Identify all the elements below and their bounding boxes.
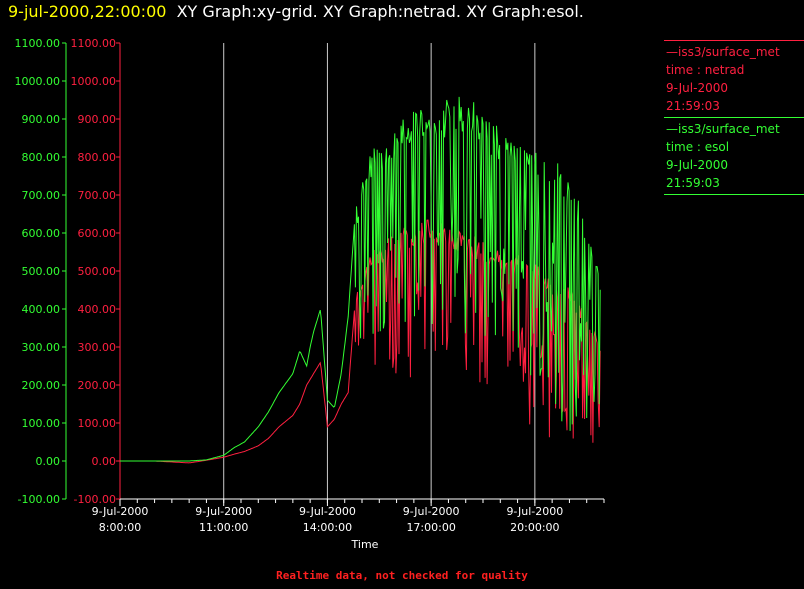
legend-variable: time : esol bbox=[666, 140, 730, 154]
x-tick-label-time: 11:00:00 bbox=[199, 521, 248, 534]
y-tick-label-netrad: 700.00 bbox=[78, 189, 117, 202]
y-tick-label-esol: -100.00 bbox=[18, 493, 60, 506]
chart-header: 9-jul-2000,22:00:00 XY Graph:xy-grid. XY… bbox=[8, 2, 584, 21]
legend-entry-esol: —iss3/surface_met time : esol 9-Jul-2000… bbox=[664, 117, 804, 195]
y-tick-label-esol: 600.00 bbox=[22, 227, 61, 240]
x-tick-label-time: 17:00:00 bbox=[406, 521, 455, 534]
y-tick-label-netrad: 300.00 bbox=[78, 341, 117, 354]
y-tick-label-esol: 100.00 bbox=[22, 417, 61, 430]
y-tick-label-netrad: 0.00 bbox=[92, 455, 117, 468]
legend-variable: time : netrad bbox=[666, 63, 745, 77]
timestamp-label: 9-jul-2000,22:00:00 bbox=[8, 2, 167, 21]
legend-time: 21:59:03 bbox=[666, 176, 720, 190]
series-line-esol bbox=[120, 96, 601, 462]
y-tick-label-esol: 1100.00 bbox=[15, 37, 61, 50]
y-tick-label-netrad: 100.00 bbox=[78, 417, 117, 430]
graph-titles: XY Graph:xy-grid. XY Graph:netrad. XY Gr… bbox=[176, 2, 584, 21]
x-axis-label: Time bbox=[351, 538, 379, 551]
y-tick-label-netrad: 1000.00 bbox=[71, 75, 117, 88]
y-tick-label-esol: 900.00 bbox=[22, 113, 61, 126]
y-tick-label-esol: 400.00 bbox=[22, 303, 61, 316]
quality-notice: Realtime data, not checked for quality bbox=[276, 569, 528, 582]
y-tick-label-esol: 1000.00 bbox=[15, 75, 61, 88]
x-tick-label-time: 20:00:00 bbox=[510, 521, 559, 534]
y-tick-label-netrad: 600.00 bbox=[78, 227, 117, 240]
x-tick-label-date: 9-Jul-2000 bbox=[403, 505, 460, 518]
x-tick-label-time: 14:00:00 bbox=[303, 521, 352, 534]
y-tick-label-netrad: -100.00 bbox=[74, 493, 116, 506]
y-tick-label-esol: 500.00 bbox=[22, 265, 61, 278]
x-tick-label-date: 9-Jul-2000 bbox=[195, 505, 252, 518]
legend-entry-netrad: —iss3/surface_met time : netrad 9-Jul-20… bbox=[664, 40, 804, 117]
y-tick-label-netrad: 1100.00 bbox=[71, 37, 117, 50]
x-tick-label-date: 9-Jul-2000 bbox=[92, 505, 149, 518]
y-tick-label-esol: 0.00 bbox=[36, 455, 61, 468]
y-tick-label-esol: 300.00 bbox=[22, 341, 61, 354]
y-tick-label-netrad: 400.00 bbox=[78, 303, 117, 316]
legend-station: —iss3/surface_met bbox=[666, 45, 780, 59]
x-tick-label-date: 9-Jul-2000 bbox=[506, 505, 563, 518]
y-tick-label-esol: 800.00 bbox=[22, 151, 61, 164]
x-tick-label-date: 9-Jul-2000 bbox=[299, 505, 356, 518]
y-tick-label-esol: 200.00 bbox=[22, 379, 61, 392]
y-tick-label-netrad: 800.00 bbox=[78, 151, 117, 164]
legend-station: —iss3/surface_met bbox=[666, 122, 780, 136]
x-tick-label-time: 8:00:00 bbox=[99, 521, 141, 534]
y-tick-label-netrad: 200.00 bbox=[78, 379, 117, 392]
y-tick-label-esol: 700.00 bbox=[22, 189, 61, 202]
series-line-netrad bbox=[120, 219, 601, 464]
y-tick-label-netrad: 900.00 bbox=[78, 113, 117, 126]
legend-date: 9-Jul-2000 bbox=[666, 81, 728, 95]
legend: —iss3/surface_met time : netrad 9-Jul-20… bbox=[664, 40, 804, 195]
legend-date: 9-Jul-2000 bbox=[666, 158, 728, 172]
y-tick-label-netrad: 500.00 bbox=[78, 265, 117, 278]
legend-time: 21:59:03 bbox=[666, 99, 720, 113]
